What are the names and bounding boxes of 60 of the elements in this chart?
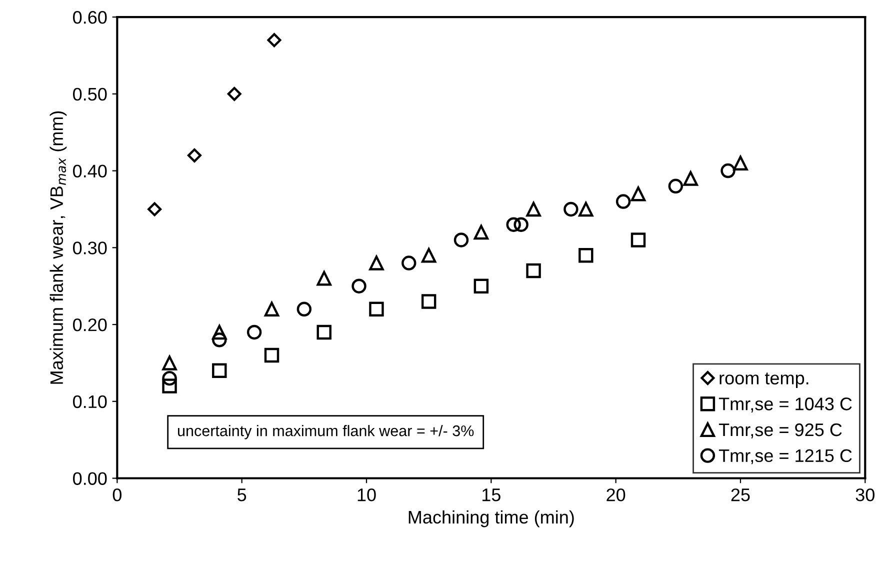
point xyxy=(296,302,312,317)
point xyxy=(402,256,416,270)
y-tick-label: 0.20 xyxy=(73,318,107,332)
point xyxy=(421,294,436,309)
x-tick-label: 0 xyxy=(112,488,122,502)
point xyxy=(733,156,748,170)
y-tick-label: 0.10 xyxy=(73,395,107,408)
point xyxy=(162,356,177,370)
legend-label: Tmr,se = 1043 C xyxy=(718,398,852,412)
point xyxy=(683,171,698,186)
x-tick-label: 20 xyxy=(606,488,626,502)
point xyxy=(578,202,594,217)
point xyxy=(421,248,436,263)
point xyxy=(148,202,162,216)
point xyxy=(720,163,736,178)
y-tick-label: 0.00 xyxy=(73,472,107,485)
point xyxy=(212,363,227,378)
x-tick-label: 30 xyxy=(856,488,874,502)
point xyxy=(264,302,280,317)
point xyxy=(267,33,282,48)
point xyxy=(630,232,646,248)
legend-label: Tmr,se = 925 C xyxy=(718,423,842,438)
point xyxy=(616,194,631,209)
point xyxy=(316,271,332,286)
point xyxy=(212,324,227,340)
point xyxy=(369,256,384,270)
point xyxy=(352,278,366,294)
point xyxy=(162,378,177,394)
x-axis-title: Machining time (min) xyxy=(408,510,574,528)
point xyxy=(187,148,202,162)
y-tick-label: 0.60 xyxy=(73,10,107,24)
point xyxy=(668,178,684,194)
y-tick-label: 0.50 xyxy=(73,88,107,101)
x-tick-label: 5 xyxy=(238,488,246,502)
legend-label: room temp. xyxy=(720,372,808,388)
y-axis-title: Maximum flank wear, VB$_{max}$ (mm) xyxy=(50,111,67,384)
y-tick-label: 0.40 xyxy=(73,164,107,178)
y-tick-label: 0.30 xyxy=(73,242,107,254)
point xyxy=(514,217,528,232)
point xyxy=(264,348,280,363)
point xyxy=(506,217,521,232)
point xyxy=(578,248,594,263)
legend-label: Tmr,se = 1215 C xyxy=(718,449,852,464)
point xyxy=(246,324,262,340)
point xyxy=(316,324,332,340)
point xyxy=(369,302,384,317)
annotation: uncertainty in maximum flank wear = +/- 3% xyxy=(178,425,474,440)
point xyxy=(474,224,489,240)
point xyxy=(454,232,469,248)
point xyxy=(630,186,646,202)
x-tick-label: 25 xyxy=(731,488,750,502)
x-tick-label: 10 xyxy=(358,488,376,502)
point xyxy=(526,263,541,278)
point xyxy=(212,332,227,348)
point xyxy=(474,278,489,294)
point xyxy=(526,202,541,217)
point xyxy=(564,202,578,217)
point xyxy=(227,86,242,101)
x-tick-label: 15 xyxy=(482,488,500,502)
point xyxy=(162,370,177,386)
